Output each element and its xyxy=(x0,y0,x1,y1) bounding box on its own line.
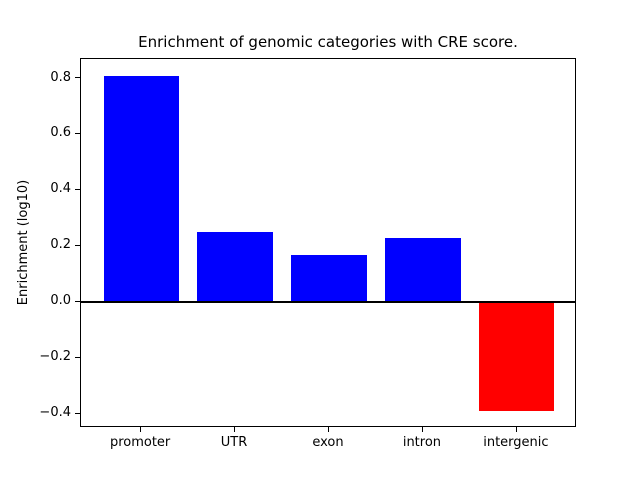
y-tick-mark xyxy=(75,244,80,246)
x-tick-label-UTR: UTR xyxy=(220,435,248,450)
bar-UTR xyxy=(197,232,273,303)
y-tick-mark xyxy=(75,356,80,358)
bar-intergenic xyxy=(479,302,555,412)
y-tick-label: 0.6 xyxy=(50,125,71,141)
y-tick-mark xyxy=(75,132,80,134)
x-tick-mark xyxy=(328,427,329,432)
y-tick-mark xyxy=(75,412,80,414)
y-tick-label: −0.4 xyxy=(39,405,71,421)
x-tick-mark xyxy=(140,427,142,432)
chart-title: Enrichment of genomic categories with CR… xyxy=(138,33,518,51)
bar-intron xyxy=(385,237,461,303)
y-tick-label: −0.2 xyxy=(39,349,71,365)
zero-line xyxy=(81,301,575,304)
plot-area xyxy=(80,58,576,427)
y-tick-label: 0.8 xyxy=(50,69,71,85)
y-tick-label: 0.2 xyxy=(50,237,71,253)
bar-exon xyxy=(291,254,367,303)
y-tick-mark xyxy=(75,77,80,79)
y-tick-label: 0.0 xyxy=(50,293,71,309)
x-tick-mark xyxy=(515,427,517,432)
x-tick-label-promoter: promoter xyxy=(109,435,171,450)
x-tick-label-intergenic: intergenic xyxy=(483,435,549,450)
x-tick-label-intron: intron xyxy=(402,435,442,450)
y-tick-label: 0.4 xyxy=(50,181,71,197)
y-tick-mark xyxy=(75,300,80,302)
x-tick-label-exon: exon xyxy=(312,435,344,450)
bar-promoter xyxy=(103,75,179,303)
x-tick-mark xyxy=(421,427,423,432)
y-tick-mark xyxy=(75,188,80,190)
x-tick-mark xyxy=(234,427,236,432)
